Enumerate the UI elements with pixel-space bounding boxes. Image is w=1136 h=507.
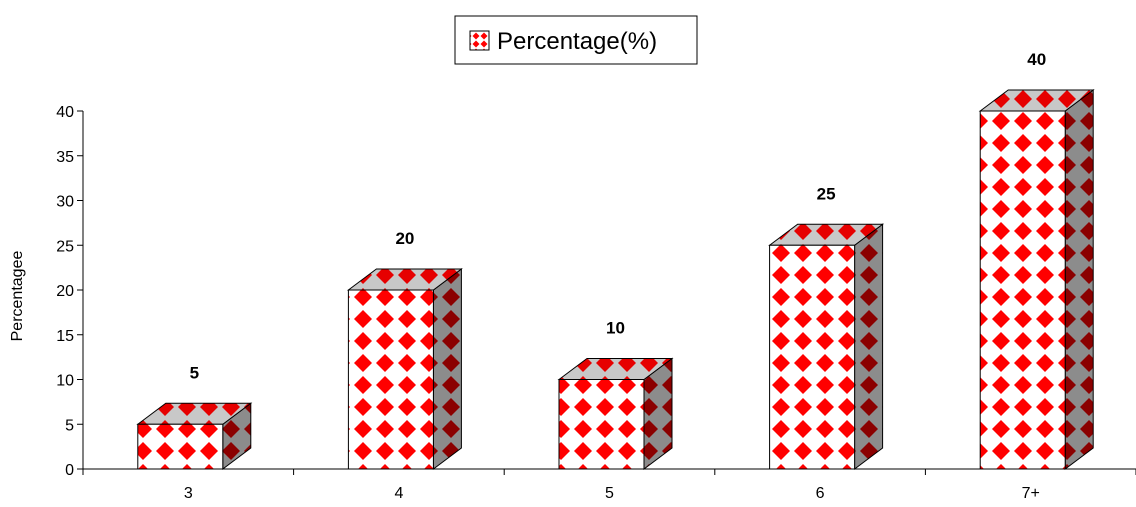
y-tick-label: 15 xyxy=(56,328,74,345)
data-label: 10 xyxy=(606,319,625,338)
x-tick-label: 4 xyxy=(394,485,403,502)
bar-front-face xyxy=(347,289,434,470)
bar-5 xyxy=(557,357,674,470)
legend-swatch xyxy=(469,30,490,51)
bar-7+ xyxy=(978,89,1095,470)
y-tick-label: 40 xyxy=(56,104,74,121)
x-tick-label: 7+ xyxy=(1022,485,1040,502)
bar-front-face xyxy=(979,110,1066,470)
bar-6 xyxy=(768,223,885,470)
x-tick-label: 3 xyxy=(184,485,193,502)
y-axis-ticks: 0 5 10 15 20 25 30 35 40 xyxy=(56,104,83,479)
legend-label: Percentage(%) xyxy=(497,28,657,55)
bar-3 xyxy=(136,402,253,470)
bar-side-face xyxy=(854,223,884,470)
bar-side-face xyxy=(1064,89,1094,470)
x-axis-ticks: 3 4 5 6 7+ xyxy=(82,469,1136,502)
bar-front-face xyxy=(558,379,645,470)
bar-side-face xyxy=(432,268,462,470)
x-tick-label: 5 xyxy=(605,485,614,502)
legend: Percentage(%) xyxy=(454,15,698,65)
x-tick-label: 6 xyxy=(816,485,825,502)
data-label: 25 xyxy=(817,184,836,203)
y-tick-label: 0 xyxy=(65,462,74,479)
legend-box xyxy=(454,15,698,65)
y-tick-label: 20 xyxy=(56,283,74,300)
data-label: 20 xyxy=(395,229,414,248)
y-tick-label: 30 xyxy=(56,194,74,211)
y-tick-label: 10 xyxy=(56,373,74,390)
data-labels: 5 20 10 25 40 xyxy=(190,50,1047,382)
bar-4 xyxy=(346,268,463,470)
y-tick-label: 5 xyxy=(65,417,74,434)
y-axis-title: Percentagee xyxy=(9,251,26,342)
bar-front-face xyxy=(137,423,224,470)
y-tick-label: 35 xyxy=(56,149,74,166)
bar-front-face xyxy=(769,244,856,470)
data-label: 5 xyxy=(190,363,199,382)
y-tick-label: 25 xyxy=(56,238,74,255)
bars xyxy=(136,89,1095,470)
data-label: 40 xyxy=(1027,50,1046,69)
